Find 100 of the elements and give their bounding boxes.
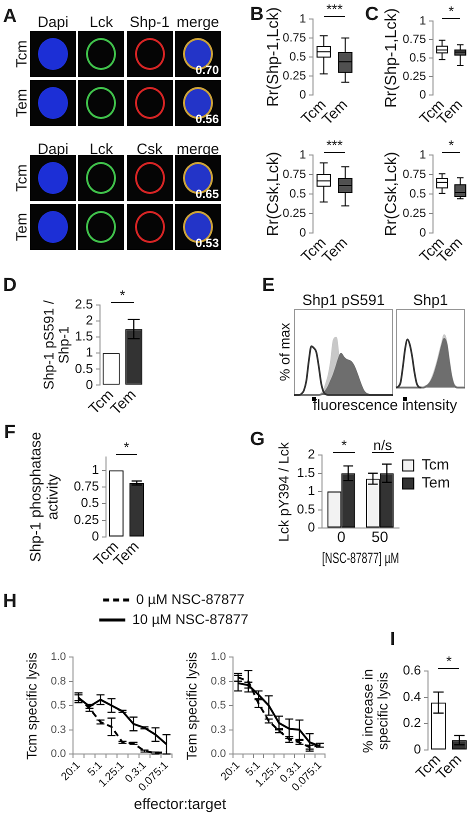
category-label: merge xyxy=(176,14,220,31)
text: * xyxy=(448,3,454,19)
text: A xyxy=(3,6,17,27)
y-tick-label: 0 xyxy=(308,520,315,535)
y-tick-label: 0.75 xyxy=(74,478,99,494)
x-tick-label: 20:1 xyxy=(218,759,242,784)
y-tick-label: 0.8 xyxy=(50,675,66,688)
text: 0.65 xyxy=(196,187,219,201)
legend-label: 0 µM NSC-87877 xyxy=(136,590,245,607)
text: * xyxy=(124,439,130,455)
chart-subtitle: Shp1 pS591 xyxy=(302,292,385,309)
y-tick-label: 2 xyxy=(86,312,93,328)
y-tick-label: 0.25 xyxy=(282,206,306,220)
category-label: Dapi xyxy=(38,14,68,31)
y-tick-label: 0 xyxy=(414,742,421,757)
y-tick-label: 1 xyxy=(299,11,306,26)
y-tick-label: 0.5 xyxy=(296,501,315,516)
chart-title: C xyxy=(365,4,379,25)
y-tick-label: 1.5 xyxy=(296,464,315,480)
y-tick-label: 0.75 xyxy=(282,166,306,181)
y-tick-label: 0.5 xyxy=(289,49,306,64)
y-tick-label: 0.8 xyxy=(210,675,226,688)
y-tick-label: 0.5 xyxy=(50,700,66,712)
category-label: Shp-1 xyxy=(130,14,170,31)
y-axis-title: Shp-1 pS591 / Shp-1 xyxy=(40,300,72,390)
y-tick-label: 0.75 xyxy=(402,32,426,46)
x-axis-title: fluorescence intensity xyxy=(312,397,458,414)
y-tick-label: 1 xyxy=(308,483,315,498)
y-tick-label: 0.25 xyxy=(402,206,426,220)
y-tick-label: 0.0 xyxy=(50,748,66,760)
y-axis-title: % increase in specific lysis xyxy=(360,668,392,753)
y-axis-title: Lck pY394 / Lck xyxy=(275,442,292,542)
chart-title: D xyxy=(3,275,17,296)
x-axis-title: effector:target xyxy=(134,796,226,813)
text: 0.56 xyxy=(196,112,219,126)
y-axis-title: Rr(Csk,Lck) xyxy=(383,152,401,236)
y-axis-title: Rr(Csk,Lck) xyxy=(265,152,283,236)
y-tick-label: 0.5 xyxy=(74,360,93,376)
y-tick-label: 0.4 xyxy=(402,688,421,704)
y-tick-label: 1.0 xyxy=(210,651,226,664)
y-axis-title: Rr(Shp-1,Lck) xyxy=(265,7,283,107)
y-tick-label: 0.75 xyxy=(282,30,306,44)
legend-label: 10 µM NSC-87877 xyxy=(132,610,249,627)
legend-label: Tem xyxy=(422,474,450,492)
x-tick-label: 20:1 xyxy=(59,759,83,784)
y-tick-label: 0.2 xyxy=(402,715,421,730)
text: *** xyxy=(326,1,343,17)
y-tick-label: 0.6 xyxy=(402,662,421,678)
category-label: Tem xyxy=(14,212,30,242)
y-tick-label: 0.5 xyxy=(409,50,426,64)
legend-label: Tcm xyxy=(422,456,450,474)
chart-title: B xyxy=(250,4,264,25)
y-tick-label: 2.5 xyxy=(74,296,93,312)
y-axis-title: Tcm specific lysis xyxy=(23,652,40,760)
y-tick-label: 1 xyxy=(299,147,306,162)
category-label: Lck xyxy=(90,14,113,31)
y-tick-label: 0.75 xyxy=(402,166,426,181)
y-tick-label: 0.25 xyxy=(282,68,306,82)
chart-title: F xyxy=(4,422,16,443)
y-axis-title: Rr(Shp-1,Lck) xyxy=(383,8,401,108)
y-tick-label: 0.5 xyxy=(289,186,306,200)
category-label: Tcm xyxy=(14,164,30,192)
x-tick-label: 0 xyxy=(337,529,346,546)
category-label: Tcm xyxy=(14,40,30,68)
y-tick-label: 1 xyxy=(419,147,426,162)
y-axis-title: % of max xyxy=(276,322,293,382)
text: n/s xyxy=(373,437,392,453)
category-label: Lck xyxy=(90,141,113,158)
text: 0.70 xyxy=(196,63,219,77)
y-tick-label: 0.25 xyxy=(402,68,426,83)
y-tick-label: 0 xyxy=(86,376,93,392)
chart-title: I xyxy=(390,629,396,650)
text: * xyxy=(446,653,452,669)
category-label: Dapi xyxy=(38,141,68,158)
text: * xyxy=(448,137,454,153)
y-tick-label: 1.0 xyxy=(50,651,66,664)
chart-title: H xyxy=(3,591,17,612)
y-tick-label: 0.25 xyxy=(74,512,99,527)
y-tick-label: 0.5 xyxy=(80,495,99,510)
y-tick-label: 0.3 xyxy=(210,724,226,736)
point xyxy=(254,690,264,700)
y-tick-label: 0.3 xyxy=(50,724,66,736)
x-axis-title: [NSC-87877] µM xyxy=(322,549,400,567)
x-tick-label: 50 xyxy=(372,529,388,546)
y-tick-label: 2 xyxy=(308,446,315,462)
text: *** xyxy=(326,137,343,153)
y-axis-title: Tem specific lysis xyxy=(183,651,200,760)
y-tick-label: 1 xyxy=(86,344,93,360)
y-tick-label: 1.5 xyxy=(74,328,93,344)
chart-title: G xyxy=(250,429,265,450)
y-tick-label: 0.0 xyxy=(210,748,226,760)
y-tick-label: 0.5 xyxy=(409,186,426,200)
y-tick-label: 1 xyxy=(92,462,99,477)
text: * xyxy=(120,287,126,303)
chart-title: E xyxy=(262,275,275,296)
category-label: Csk xyxy=(136,141,163,158)
text: * xyxy=(341,437,347,453)
y-tick-label: 0.5 xyxy=(210,700,226,712)
chart-subtitle: Shp1 xyxy=(412,292,448,309)
y-axis-title: Shp-1 phosphatase activity xyxy=(28,432,62,562)
